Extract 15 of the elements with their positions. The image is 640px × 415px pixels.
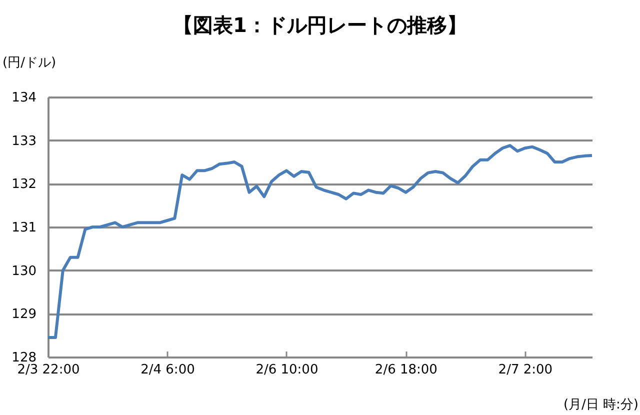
x-tick-label: 2/6 10:00	[256, 362, 318, 378]
x-tick-label: 2/7 2:00	[498, 362, 553, 378]
chart-title: 【図表1：ドル円レートの推移】	[173, 13, 467, 37]
x-tick-label: 2/6 18:00	[374, 362, 438, 378]
x-tick-label: 2/3 22:00	[17, 362, 80, 378]
y-tick-label: 129	[12, 307, 36, 322]
y-tick-label: 133	[12, 134, 36, 149]
y-axis-title: (円/ドル)	[2, 56, 56, 70]
y-tick-label: 134	[12, 90, 36, 106]
line-series	[46, 144, 594, 339]
y-tick-label: 132	[12, 177, 36, 192]
y-tick-label: 130	[12, 264, 36, 279]
y-tick-label: 131	[12, 220, 36, 236]
x-axis-title: (月/日 時:分)	[563, 398, 638, 412]
x-tick-label: 2/4 6:00	[140, 362, 195, 378]
